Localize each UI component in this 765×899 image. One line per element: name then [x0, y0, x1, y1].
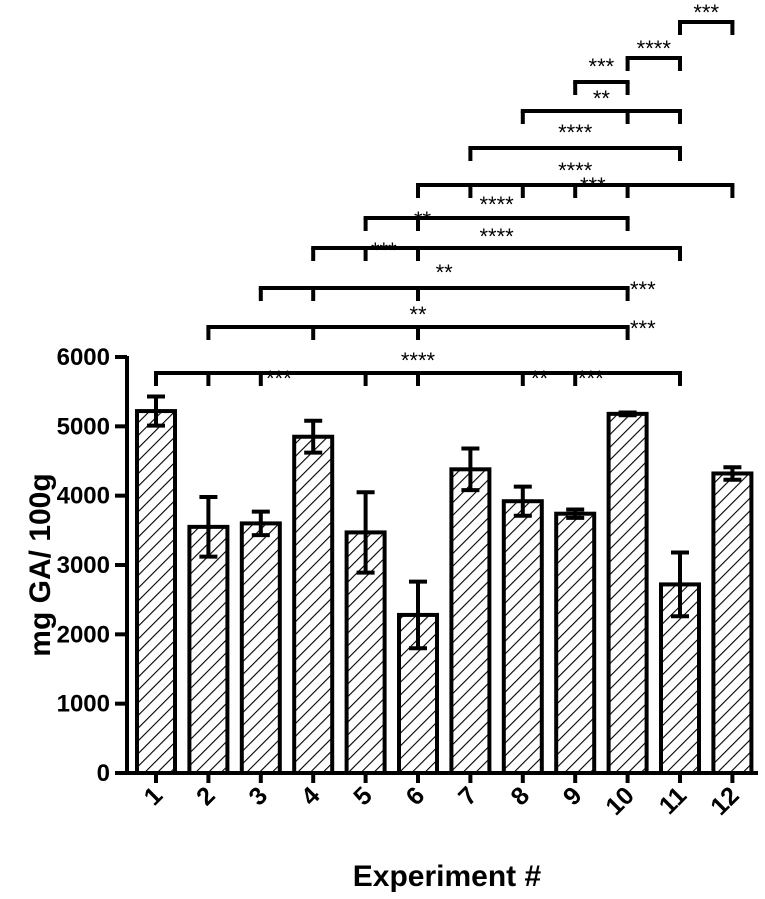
significance-bracket-11-12: *** [678, 0, 735, 35]
significance-side-label: *** [580, 173, 606, 198]
significance-label: **** [479, 192, 514, 217]
significance-bracket-5-10: **** [363, 192, 630, 231]
significance-bracket-7-11: **** [468, 120, 682, 161]
significance-side-label: ** [531, 366, 549, 391]
y-tick-label-5000: 5000 [57, 413, 110, 440]
significance-label: **** [479, 224, 514, 249]
significance-label: **** [637, 36, 672, 61]
x-tick-label-5: 5 [348, 781, 378, 811]
significance-bracket-1-11: **** [154, 348, 682, 386]
significance-side-label: ** [414, 207, 432, 232]
significance-label: *** [589, 54, 615, 79]
bar-8 [501, 499, 544, 775]
bar-12 [711, 471, 754, 775]
x-tick-label-6: 6 [401, 781, 431, 811]
significance-label: *** [693, 0, 719, 25]
significance-side-label: *** [371, 238, 397, 263]
bar-2 [187, 524, 230, 775]
bars-layer [135, 409, 754, 776]
significance-label: **** [558, 158, 593, 183]
significance-side-label: *** [578, 366, 604, 391]
significance-side-label: *** [630, 316, 656, 341]
y-axis-title: mg GA/ 100g [24, 473, 57, 656]
x-tick-label-9: 9 [558, 781, 588, 811]
x-tick-label-7: 7 [453, 781, 483, 811]
significance-bracket-3-10: ** [258, 260, 630, 301]
x-tick-label-3: 3 [243, 781, 273, 811]
significance-label: **** [558, 120, 593, 145]
significance-label: ** [409, 302, 427, 327]
y-tick-label-1000: 1000 [57, 691, 110, 718]
x-tick-label-4: 4 [296, 781, 326, 811]
x-tick-label-10: 10 [600, 781, 639, 820]
significance-label: ** [436, 260, 454, 285]
error-bars-layer [147, 394, 742, 651]
significance-bracket-2-10: ** [206, 302, 630, 340]
significance-bracket-9-10: *** [573, 54, 630, 95]
significance-label: ** [593, 86, 611, 111]
bar-7 [449, 467, 492, 775]
x-tick-label-11: 11 [654, 781, 693, 820]
significance-layer: ****************************************… [154, 0, 735, 391]
x-tick-label-2: 2 [191, 781, 221, 811]
y-tick-label-3000: 3000 [57, 552, 110, 579]
significance-bracket-10-11: **** [625, 36, 682, 71]
x-tick-label-12: 12 [705, 781, 744, 820]
x-tick-label-1: 1 [139, 781, 169, 811]
significance-bracket-4-11: **** [311, 224, 682, 261]
bar-1 [135, 409, 177, 775]
bar-9 [554, 511, 597, 776]
bar-3 [239, 521, 282, 776]
bar-4 [292, 434, 335, 775]
significance-side-label: *** [630, 277, 656, 302]
x-tick-label-8: 8 [505, 781, 535, 811]
y-tick-label-6000: 6000 [57, 344, 110, 371]
significance-label: **** [401, 348, 436, 373]
x-axis-title: Experiment # [353, 860, 542, 893]
significance-bracket-6-12: **** [416, 158, 735, 198]
significance-side-label: *** [266, 366, 292, 391]
bar-10 [606, 411, 649, 775]
y-tick-label-0: 0 [97, 760, 110, 787]
y-tick-label-2000: 2000 [57, 621, 110, 648]
significance-bracket-8-11: ** [520, 86, 682, 124]
y-tick-label-4000: 4000 [57, 483, 110, 510]
